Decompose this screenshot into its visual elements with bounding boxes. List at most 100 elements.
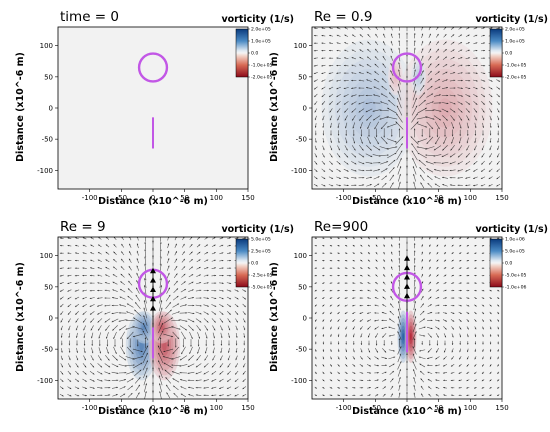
velocity-arrowhead [400, 158, 402, 160]
velocity-arrowhead [483, 64, 486, 67]
velocity-arrowhead [61, 343, 63, 346]
velocity-arrowhead [315, 394, 317, 396]
velocity-arrowhead [361, 372, 364, 374]
velocity-arrowhead [451, 350, 454, 353]
velocity-arrowhead [206, 267, 209, 269]
velocity-arrowhead [490, 103, 493, 105]
velocity-arrowhead [413, 243, 416, 245]
velocity-arrowhead [183, 281, 186, 284]
velocity-arrowhead [74, 290, 77, 292]
velocity-arrowhead [382, 296, 385, 299]
velocity-arrowhead [175, 258, 178, 261]
velocity-arrowhead [414, 301, 416, 303]
velocity-arrow [157, 345, 164, 356]
velocity-arrowhead [374, 327, 377, 330]
colorbar-tick-label: 2.0e+05 [251, 27, 271, 33]
velocity-arrowhead [428, 244, 431, 247]
velocity-arrowhead [457, 169, 460, 172]
panel-title: Re = 0.9 [314, 9, 372, 25]
velocity-arrowhead [368, 237, 370, 240]
velocity-arrowhead [367, 41, 370, 44]
velocity-arrowhead [97, 252, 100, 254]
velocity-arrowhead [445, 297, 447, 299]
velocity-arrow [416, 146, 428, 150]
velocity-arrowhead [354, 177, 357, 179]
velocity-arrowhead [184, 337, 186, 340]
velocity-arrowhead [468, 87, 471, 90]
velocity-arrowhead [466, 387, 469, 389]
velocity-arrowhead [234, 380, 237, 382]
velocity-arrowhead [369, 379, 371, 382]
colorbar: 5.0e+052.5e+050.0-2.5e+05-5.0e+05 [235, 237, 273, 291]
velocity-arrowhead [124, 358, 127, 361]
velocity-arrow [157, 330, 164, 341]
velocity-arrowhead [329, 282, 332, 284]
velocity-arrowhead [337, 259, 340, 262]
velocity-arrowhead [61, 350, 63, 353]
velocity-arrowhead [61, 365, 63, 368]
velocity-arrowhead [337, 312, 340, 315]
velocity-arrowhead [461, 87, 463, 89]
velocity-arrow [132, 348, 143, 353]
velocity-arrowhead [390, 70, 392, 73]
colorbar-tick-label: -5.0e+05 [251, 285, 273, 291]
velocity-arrow [398, 27, 400, 31]
velocity-arrowhead [220, 351, 222, 354]
velocity-arrowhead [214, 320, 216, 323]
velocity-arrowhead [337, 319, 340, 322]
velocity-arrowhead [421, 259, 423, 261]
velocity-arrowhead [400, 143, 403, 146]
velocity-arrowhead [497, 155, 499, 158]
velocity-arrowhead [351, 110, 354, 113]
panel-re-900: Re=900 1.0e+065.0e+050.0-5.0e+05-1.0e+06… [269, 219, 548, 417]
velocity-arrowhead [351, 64, 354, 67]
velocity-arrowhead [436, 252, 439, 254]
velocity-arrowhead [207, 297, 209, 299]
velocity-arrowhead [160, 307, 163, 310]
velocity-arrowhead [497, 342, 499, 345]
velocity-arrowhead [337, 110, 339, 113]
velocity-arrowhead [437, 71, 440, 74]
velocity-arrowhead [100, 387, 103, 389]
velocity-arrowhead [489, 335, 492, 337]
velocity-arrowhead [460, 304, 462, 307]
velocity-arrowhead [313, 80, 316, 82]
velocity-arrowhead [429, 344, 431, 346]
velocity-arrowhead [481, 148, 484, 151]
velocity-arrowhead [475, 118, 477, 121]
velocity-arrowhead [322, 319, 325, 322]
velocity-arrowhead [482, 118, 485, 121]
velocity-arrowhead [490, 87, 493, 90]
y-tick-label: 0 [49, 105, 53, 113]
velocity-arrowhead [322, 245, 325, 247]
velocity-arrowhead [160, 263, 162, 266]
velocity-arrowhead [158, 375, 161, 378]
velocity-arrowhead [361, 386, 364, 389]
velocity-arrowhead [338, 148, 340, 151]
velocity-arrowhead [345, 343, 347, 345]
colorbar-tick-label: -1.0e+06 [505, 285, 527, 291]
velocity-arrowhead [391, 266, 393, 269]
velocity-arrowhead [481, 155, 484, 158]
velocity-arrowhead [369, 184, 372, 186]
velocity-arrowhead [383, 344, 385, 346]
velocity-arrowhead [474, 327, 477, 330]
velocity-arrowhead [330, 342, 332, 345]
velocity-arrowhead [467, 126, 469, 129]
velocity-arrowhead [460, 289, 462, 292]
y-tick-label: -50 [42, 136, 53, 144]
velocity-arrowhead [354, 169, 357, 172]
velocity-arrowhead [444, 252, 446, 254]
velocity-arrowhead [329, 289, 332, 292]
velocity-arrowhead [392, 363, 395, 366]
velocity-arrowhead [426, 142, 429, 144]
velocity-arrowhead [449, 176, 452, 179]
velocity-arrowhead [444, 289, 447, 292]
velocity-arrowhead [436, 237, 439, 239]
velocity-arrowhead [322, 141, 325, 143]
velocity-arrowhead [482, 27, 485, 29]
velocity-arrowhead [67, 305, 70, 308]
colorbar-tick-label: 2.0e+05 [505, 27, 525, 33]
velocity-arrow [383, 27, 386, 31]
velocity-arrowhead [414, 62, 416, 65]
